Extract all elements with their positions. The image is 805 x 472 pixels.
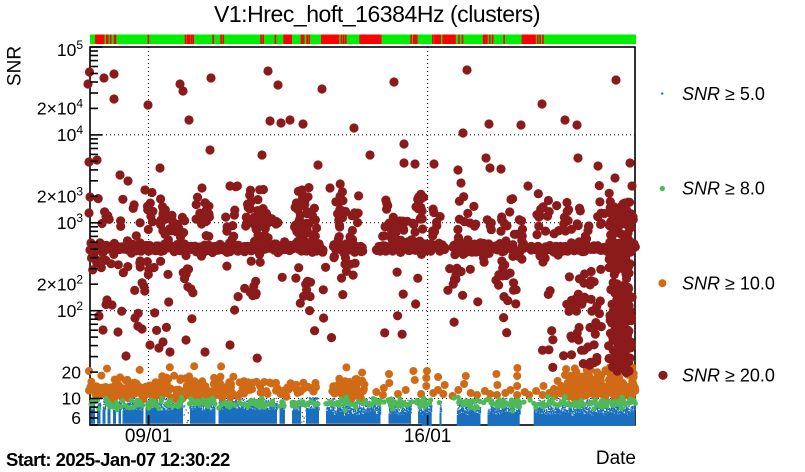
svg-text:105: 105: [57, 38, 83, 60]
svg-text:20: 20: [62, 362, 82, 382]
svg-text:2×103: 2×103: [37, 185, 83, 207]
svg-text:SNR ≥ 20.0: SNR ≥ 20.0: [682, 365, 775, 385]
svg-text:2×102: 2×102: [37, 272, 83, 294]
svg-text:SNR ≥ 10.0: SNR ≥ 10.0: [682, 274, 775, 294]
svg-text:Start: 2025-Jan-07 12:30:22: Start: 2025-Jan-07 12:30:22: [6, 449, 230, 470]
svg-text:16/01: 16/01: [404, 426, 452, 447]
svg-text:10: 10: [62, 389, 82, 409]
svg-text:SNR: SNR: [5, 46, 26, 86]
svg-text:SNR ≥ 5.0: SNR ≥ 5.0: [682, 84, 765, 104]
svg-text:6: 6: [71, 408, 81, 428]
svg-text:103: 103: [57, 211, 83, 233]
svg-text:104: 104: [57, 123, 83, 145]
svg-text:V1:Hrec_hoft_16384Hz (clusters: V1:Hrec_hoft_16384Hz (clusters): [214, 1, 540, 27]
svg-text:09/01: 09/01: [125, 426, 173, 447]
svg-text:SNR ≥ 8.0: SNR ≥ 8.0: [682, 179, 765, 199]
svg-text:102: 102: [57, 299, 83, 321]
svg-text:2×104: 2×104: [37, 97, 83, 119]
svg-text:Date: Date: [596, 448, 636, 469]
